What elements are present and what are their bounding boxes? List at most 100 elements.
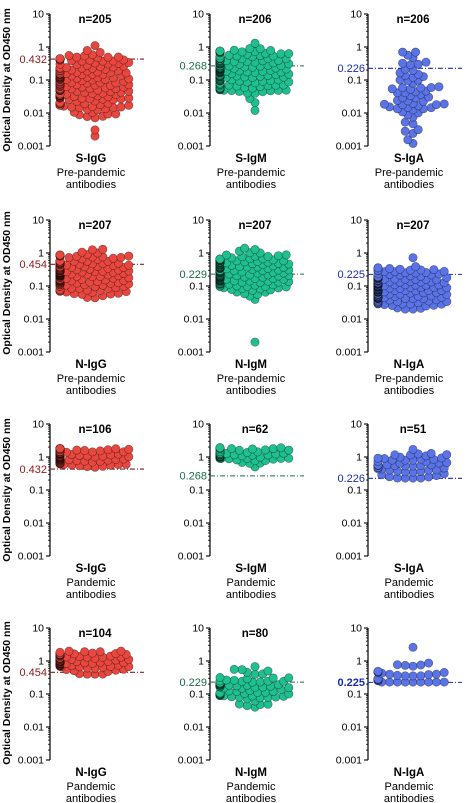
cutoff-label-bg bbox=[16, 666, 47, 678]
data-point bbox=[116, 102, 126, 112]
group-label: Pre-pandemic bbox=[375, 373, 444, 385]
data-point bbox=[227, 444, 237, 454]
data-point bbox=[108, 253, 118, 263]
data-point bbox=[268, 444, 278, 454]
panel-s-iga-0: 10 1 0.1 0.01 0.001 0.226 n=206 S-IgA Pre-pandem… bbox=[334, 9, 462, 191]
data-point bbox=[90, 41, 100, 51]
data-point bbox=[426, 83, 436, 93]
data-point bbox=[82, 45, 92, 55]
y-axis-title: Optical Density at OD450 nm bbox=[1, 621, 13, 765]
data-point bbox=[247, 444, 257, 454]
panel-s-igg-0: 10 1 0.1 0.01 0.001 0.432 n=205 S-IgG Pre-pandem… bbox=[16, 9, 144, 191]
data-point bbox=[221, 250, 231, 260]
panel-s-igm-0: 10 1 0.1 0.01 0.001 0.268 n=206 S-IgM Pre-pandem… bbox=[176, 9, 304, 191]
data-point bbox=[103, 445, 113, 455]
data-point bbox=[421, 57, 431, 67]
x-category-label: S-IgG bbox=[76, 563, 107, 575]
data-point bbox=[276, 443, 286, 453]
data-point bbox=[237, 47, 247, 57]
y-tick-label: 1 bbox=[356, 656, 362, 668]
data-point bbox=[215, 673, 225, 683]
y-tick-label: 0.01 bbox=[342, 314, 363, 326]
y-tick-label: 0.001 bbox=[178, 755, 204, 767]
y-tick-label: 10 bbox=[350, 9, 362, 21]
data-point bbox=[416, 660, 426, 670]
group-label: Pandemic bbox=[227, 781, 276, 793]
y-tick-label: 10 bbox=[32, 419, 44, 431]
panel-n-igg-1: 10 1 0.1 0.01 0.001 0.454 n=207 N-IgG Pre-pandem… bbox=[16, 215, 144, 397]
data-point bbox=[234, 445, 244, 455]
data-point bbox=[439, 668, 449, 678]
data-point bbox=[111, 444, 121, 454]
y-tick-label: 0.1 bbox=[347, 75, 362, 87]
y-tick-label: 10 bbox=[32, 9, 44, 21]
data-point bbox=[55, 444, 65, 454]
data-points bbox=[373, 642, 449, 687]
data-point bbox=[390, 450, 400, 460]
group-label: Pandemic bbox=[385, 577, 434, 589]
data-point bbox=[237, 665, 247, 675]
y-tick-label: 0.1 bbox=[347, 485, 362, 497]
y-tick-label: 0.01 bbox=[24, 314, 45, 326]
cutoff-label-bg bbox=[176, 469, 207, 481]
y-tick-label: 0.01 bbox=[24, 518, 45, 530]
data-point bbox=[116, 252, 126, 262]
data-point bbox=[87, 245, 97, 255]
data-point bbox=[400, 671, 410, 681]
y-tick-label: 0.1 bbox=[29, 281, 44, 293]
data-point bbox=[284, 673, 294, 683]
data-point bbox=[95, 446, 105, 456]
cutoff-label: 0.432 bbox=[19, 54, 47, 66]
cutoff-label-bg bbox=[176, 59, 207, 71]
x-category-label: S-IgA bbox=[394, 153, 424, 165]
y-tick-label: 0.01 bbox=[24, 722, 45, 734]
y-tick-label: 1 bbox=[38, 656, 44, 668]
data-point bbox=[431, 677, 441, 687]
y-tick-label: 0.001 bbox=[18, 141, 44, 153]
n-label: n=62 bbox=[242, 424, 269, 436]
group-label: antibodies bbox=[66, 385, 117, 397]
y-tick-label: 1 bbox=[356, 452, 362, 464]
y-axis-title: Optical Density at OD450 nm bbox=[1, 418, 13, 562]
y-tick-label: 0.001 bbox=[18, 755, 44, 767]
y-tick-label: 1 bbox=[38, 42, 44, 54]
data-point bbox=[400, 117, 410, 127]
data-point bbox=[424, 677, 434, 687]
y-tick-label: 0.01 bbox=[342, 108, 363, 120]
data-point bbox=[64, 253, 74, 263]
data-point bbox=[400, 660, 410, 670]
data-point bbox=[395, 264, 405, 274]
y-tick-label: 0.001 bbox=[178, 141, 204, 153]
group-label: antibodies bbox=[226, 793, 277, 803]
data-point bbox=[398, 47, 408, 57]
x-category-label: S-IgG bbox=[76, 153, 107, 165]
y-tick-label: 0.1 bbox=[189, 689, 204, 701]
n-label: n=51 bbox=[400, 424, 427, 436]
x-category-label: S-IgM bbox=[235, 153, 266, 165]
data-point bbox=[387, 84, 397, 94]
data-point bbox=[215, 254, 225, 264]
data-point bbox=[373, 453, 383, 463]
data-point bbox=[64, 646, 74, 656]
data-point bbox=[250, 662, 260, 672]
y-tick-label: 0.01 bbox=[342, 722, 363, 734]
data-point bbox=[424, 670, 434, 680]
data-points bbox=[215, 662, 294, 712]
y-tick-label: 0.001 bbox=[178, 551, 204, 563]
cutoff-label: 0.226 bbox=[337, 63, 365, 75]
panel-n-igg-3: 10 1 0.1 0.01 0.001 0.454 n=104 N-IgG Pandemican… bbox=[16, 623, 144, 803]
data-point bbox=[55, 647, 65, 657]
cutoff-label-bg bbox=[334, 62, 365, 74]
y-tick-label: 0.01 bbox=[342, 518, 363, 530]
data-point bbox=[431, 100, 441, 110]
cutoff-label-bg bbox=[176, 268, 207, 280]
group-label: Pre-pandemic bbox=[217, 373, 286, 385]
y-tick-label: 10 bbox=[192, 623, 204, 635]
data-point bbox=[255, 677, 265, 687]
y-tick-label: 1 bbox=[198, 42, 204, 54]
data-point bbox=[276, 49, 286, 59]
y-tick-label: 10 bbox=[32, 215, 44, 227]
n-label: n=207 bbox=[79, 220, 112, 232]
y-axis-title: Optical Density at OD450 nm bbox=[1, 8, 13, 152]
data-point bbox=[113, 52, 123, 62]
